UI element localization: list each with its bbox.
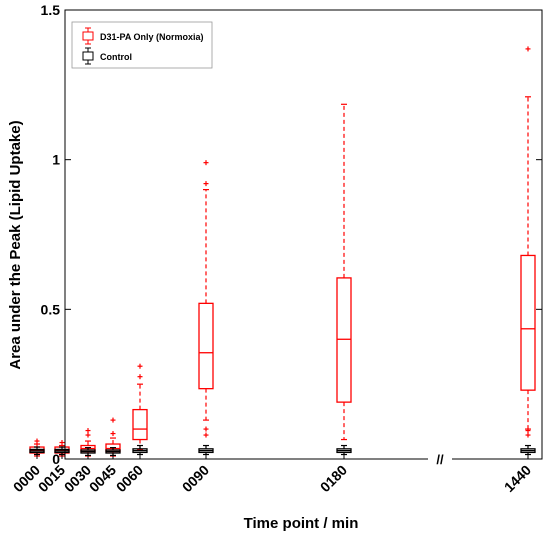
x-tick-label: 0045 <box>86 462 119 495</box>
box-iqr <box>336 277 352 403</box>
box-control-0060 <box>132 444 148 456</box>
box-treated-0180 <box>336 103 352 441</box>
box-treated-0060 <box>132 363 148 451</box>
x-tick-label: 0015 <box>35 462 68 495</box>
y-tick-label: 1 <box>52 152 60 168</box>
legend-label-treated: D31-PA Only (Normoxia) <box>100 32 204 42</box>
legend-icon-control-box <box>82 51 94 61</box>
box-treated-0090 <box>198 160 214 438</box>
legend-box <box>71 21 213 69</box>
legend: D31-PA Only (Normoxia) Control <box>71 21 213 69</box>
y-tick-label: 0 <box>52 451 60 467</box>
legend-label-control: Control <box>100 52 132 62</box>
x-axis-label: Time point / min <box>244 515 359 532</box>
box-iqr <box>198 302 214 390</box>
plot-area <box>29 46 536 457</box>
axis-break-marker: // <box>436 452 444 467</box>
axes-frame <box>64 9 543 460</box>
box-control-0180 <box>336 444 352 456</box>
box-control-0090 <box>198 444 214 456</box>
x-tick-label: 0030 <box>61 462 94 495</box>
y-tick-label: 1.5 <box>41 2 61 18</box>
box-treated-1440 <box>520 46 536 438</box>
x-tick-label: 0090 <box>179 462 212 495</box>
x-tick-label: 1440 <box>501 462 534 495</box>
box-iqr <box>520 254 536 391</box>
box-control-1440 <box>520 444 536 456</box>
box-iqr <box>132 408 148 441</box>
axis-break-gap <box>428 453 452 465</box>
legend-icon-treated-box <box>82 31 94 41</box>
x-tick-label: 0000 <box>10 462 43 495</box>
x-tick-label: 0180 <box>317 462 350 495</box>
y-tick-label: 0.5 <box>41 301 61 317</box>
x-tick-label: 0060 <box>113 462 146 495</box>
y-axis-label: Area under the Peak (Lipid Uptake) <box>7 120 24 369</box>
box-control-0015 <box>54 446 70 456</box>
